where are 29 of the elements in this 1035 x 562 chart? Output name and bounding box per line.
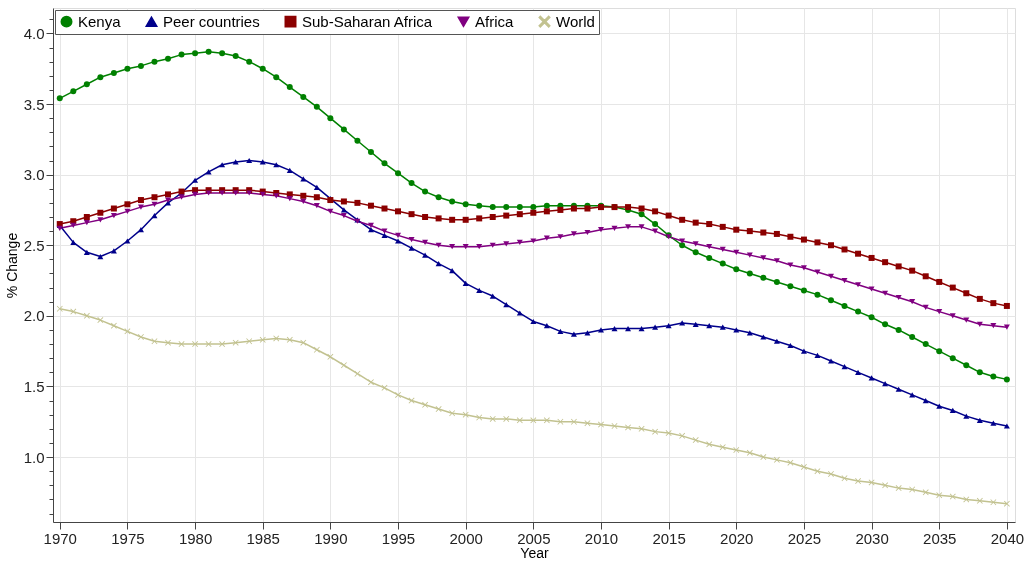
x-tick-label: 2025 xyxy=(787,529,822,547)
x-tick-label: 2015 xyxy=(652,529,686,547)
y-tick-label: 3.0 xyxy=(23,166,45,184)
x-tick-label: 2005 xyxy=(517,529,551,547)
x-tick-label: 2020 xyxy=(720,529,754,547)
x-tick-label: 2030 xyxy=(855,529,889,547)
y-tick-label: 2.0 xyxy=(23,307,45,325)
y-axis-title: % Change xyxy=(3,232,20,299)
x-tick-label: 2000 xyxy=(449,529,483,547)
legend-label: Peer countries xyxy=(163,12,260,30)
x-axis-title: Year xyxy=(520,544,549,561)
legend-label: Africa xyxy=(475,12,514,30)
x-tick-label: 1985 xyxy=(246,529,280,547)
x-tick-label: 1990 xyxy=(314,529,348,547)
y-tick-label: 1.5 xyxy=(23,377,45,395)
y-tick-label: 3.5 xyxy=(23,95,45,113)
y-tick-label: 4.0 xyxy=(23,24,45,42)
x-tick-label: 2040 xyxy=(990,529,1025,547)
x-tick-label: 1970 xyxy=(43,529,77,547)
y-tick-label: 2.5 xyxy=(23,236,45,254)
legend-label: Sub-Saharan Africa xyxy=(302,12,433,30)
x-tick-label: 1980 xyxy=(178,529,213,547)
legend-label: World xyxy=(556,12,595,30)
legend-label: Kenya xyxy=(78,12,122,30)
x-tick-label: 1995 xyxy=(381,529,416,547)
x-tick-label: 2035 xyxy=(923,529,957,547)
x-tick-label: 2010 xyxy=(584,529,619,547)
y-tick-label: 1.0 xyxy=(23,448,45,466)
x-tick-label: 1975 xyxy=(111,529,145,547)
